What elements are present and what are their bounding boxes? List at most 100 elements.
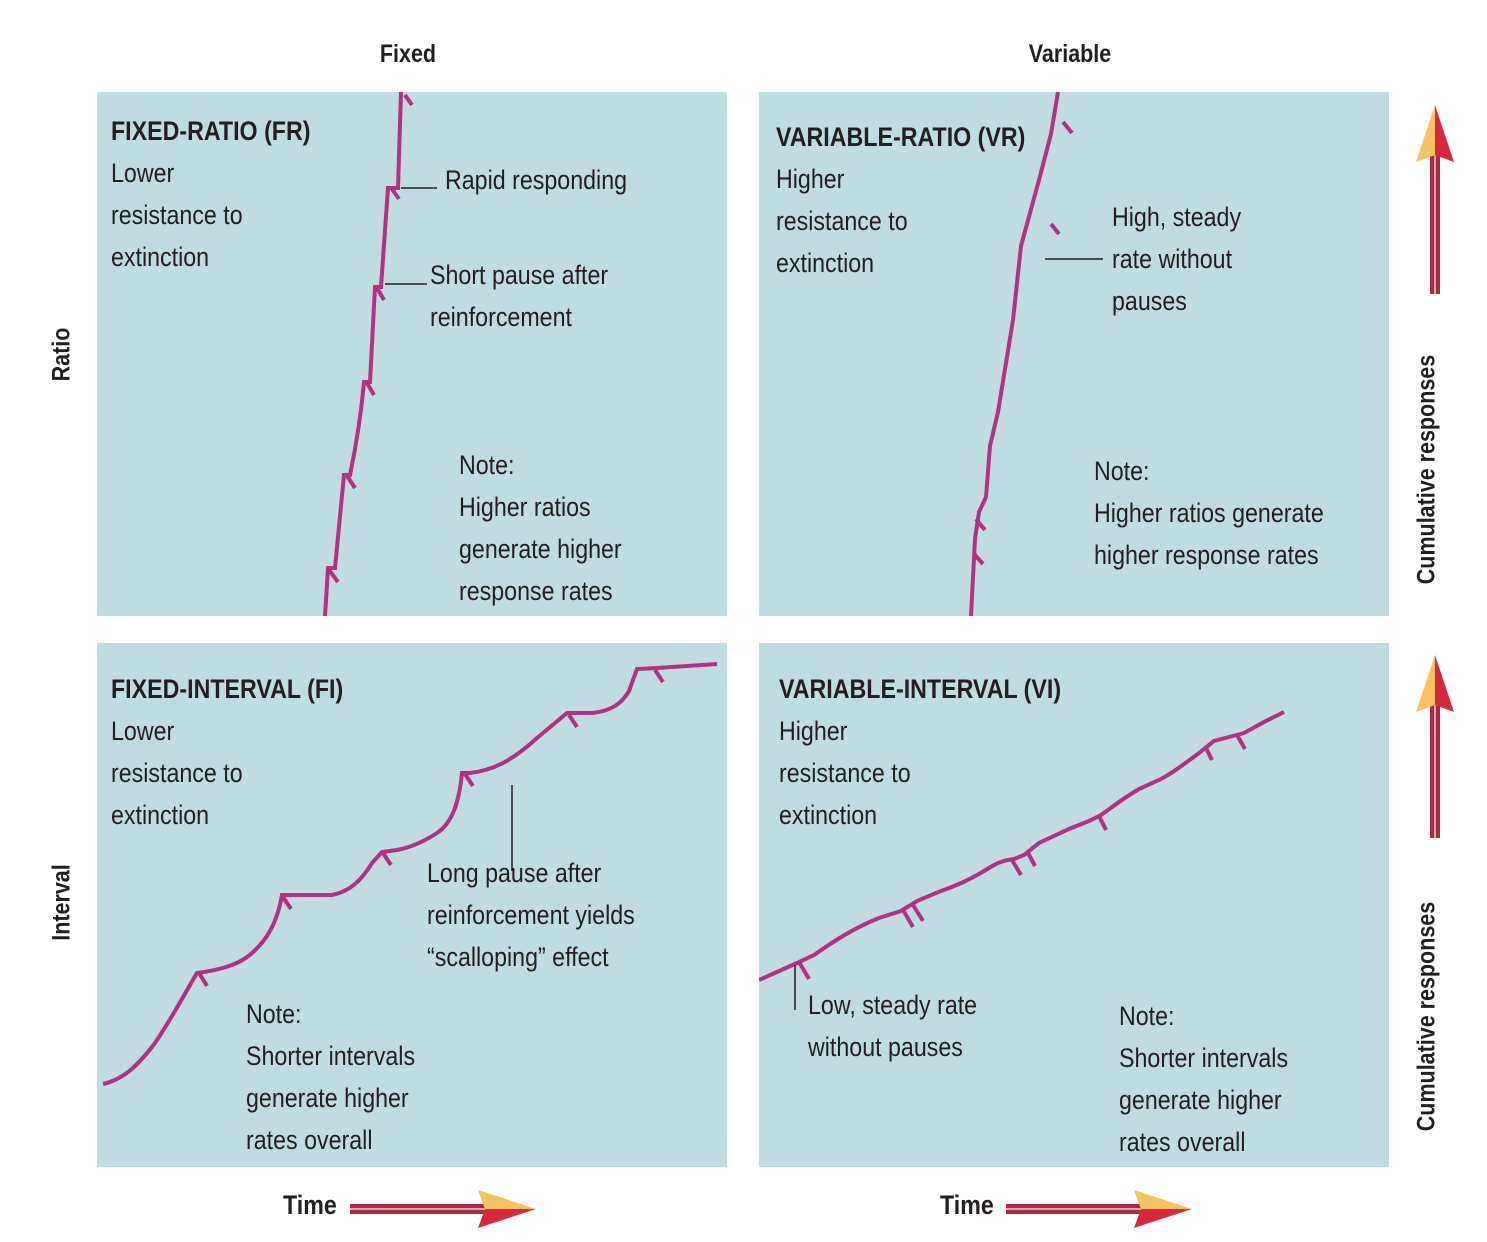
vi-cumulative-curve <box>759 710 1285 1010</box>
fi-note: Note: Shorter intervals generate higher … <box>246 993 415 1161</box>
reinforcement-mark <box>281 895 293 911</box>
vr-description-line: resistance to <box>776 206 908 236</box>
fi-description-line: Lower <box>111 716 175 746</box>
fr-reinforcement-marks <box>327 93 414 584</box>
annotation-line: Low, steady rate <box>808 990 978 1020</box>
reinforcement-mark <box>972 552 985 566</box>
row-header-interval: Interval <box>47 864 76 941</box>
panel-variable-interval: VARIABLE-INTERVAL (VI) Higher resistance… <box>759 643 1389 1167</box>
note-line: Note: <box>246 999 302 1029</box>
reinforcement-mark <box>1061 120 1074 135</box>
reinforcement-mark <box>1049 222 1061 236</box>
vr-cumulative-curve <box>969 92 1103 616</box>
fi-description-line: extinction <box>111 800 210 830</box>
note-line: Shorter intervals <box>1119 1043 1289 1073</box>
reinforcement-mark <box>1025 850 1037 867</box>
reinforcement-mark <box>327 568 340 584</box>
fr-annotation-pause: Short pause after reinforcement <box>430 254 608 338</box>
fr-annotation-rapid: Rapid responding <box>445 165 628 195</box>
note-line: Note: <box>1094 456 1150 486</box>
reinforcement-mark <box>797 960 811 981</box>
column-header-fixed: Fixed <box>379 40 437 68</box>
reinforcement-mark <box>197 971 209 988</box>
vi-description-line: Higher <box>779 716 848 746</box>
note-line: Shorter intervals <box>246 1041 416 1071</box>
vi-title: VARIABLE-INTERVAL (VI) <box>779 674 1062 704</box>
reinforcement-mark <box>653 668 665 684</box>
vi-response-line <box>759 710 1285 982</box>
note-line: generate higher <box>459 534 622 564</box>
annotation-line: Long pause after <box>427 858 602 888</box>
panel-fixed-interval: FIXED-INTERVAL (FI) Lower resistance to … <box>97 643 727 1167</box>
fi-cumulative-curve <box>102 662 718 1086</box>
reinforcement-mark <box>1010 858 1023 877</box>
reinforcement-mark <box>911 903 925 923</box>
fr-response-line <box>323 92 403 616</box>
note-line: rates overall <box>246 1125 373 1155</box>
x-axis-arrow-icon-right <box>1006 1190 1192 1228</box>
annotation-line: reinforcement <box>430 302 572 332</box>
fi-annotation: Long pause after reinforcement yields “s… <box>427 852 635 978</box>
vr-note: Note: Higher ratios generate higher resp… <box>1094 450 1324 576</box>
x-axis-label-left: Time <box>283 1190 337 1220</box>
vr-title: VARIABLE-RATIO (VR) <box>776 122 1026 152</box>
annotation-line: pauses <box>1112 286 1187 316</box>
fi-title: FIXED-INTERVAL (FI) <box>111 674 344 704</box>
reinforcement-mark <box>901 908 915 929</box>
y-axis-arrow-icon-top <box>1416 105 1454 294</box>
vr-description-line: Higher <box>776 164 845 194</box>
note-line: Note: <box>1119 1001 1175 1031</box>
fi-description-line: resistance to <box>111 758 243 788</box>
annotation-line: without pauses <box>808 1032 963 1062</box>
note-line: generate higher <box>246 1083 409 1113</box>
reinforcement-mark <box>1235 734 1247 750</box>
note-line: Higher ratios <box>459 492 591 522</box>
y-axis-arrow-icon-bottom <box>1416 655 1454 838</box>
reinforcement-mark <box>345 474 357 490</box>
vr-reinforcement-marks <box>972 120 1074 566</box>
fi-response-line <box>102 662 718 1086</box>
annotation-line: “scalloping” effect <box>427 942 609 972</box>
vi-reinforcement-marks <box>797 734 1247 981</box>
fi-reinforcement-marks <box>197 668 665 988</box>
note-line: rates overall <box>1119 1127 1246 1157</box>
reinforcement-mark <box>567 713 579 729</box>
reinforcement-mark <box>463 772 475 788</box>
reinforcement-mark <box>365 381 376 397</box>
vi-note: Note: Shorter intervals generate higher … <box>1119 995 1288 1163</box>
annotation-line: rate without <box>1112 244 1233 274</box>
column-header-variable: Variable <box>1028 40 1112 68</box>
note-line: Higher ratios generate <box>1094 498 1324 528</box>
annotation-line: Short pause after <box>430 260 609 290</box>
vr-annotation: High, steady rate without pauses <box>1112 196 1241 322</box>
reinforcement-mark <box>381 851 393 867</box>
reinforcement-mark <box>1097 815 1108 831</box>
y-axis-label-bottom: Cumulative responses <box>1412 901 1441 1132</box>
note-line: generate higher <box>1119 1085 1282 1115</box>
vr-description-line: extinction <box>776 248 875 278</box>
fr-cumulative-curve <box>323 92 437 616</box>
annotation-line: reinforcement yields <box>427 900 635 930</box>
fr-note: Note: Higher ratios generate higher resp… <box>459 444 622 612</box>
y-axis-label-top: Cumulative responses <box>1412 354 1441 585</box>
reinforcement-mark <box>1203 745 1214 761</box>
fr-title: FIXED-RATIO (FR) <box>111 116 311 146</box>
annotation-line: High, steady <box>1112 202 1242 232</box>
reinforcement-mark <box>403 93 414 107</box>
fr-description-line: resistance to <box>111 200 243 230</box>
panel-fixed-ratio: FIXED-RATIO (FR) Lower resistance to ext… <box>97 92 727 616</box>
x-axis-label-right: Time <box>940 1190 994 1220</box>
note-line: Note: <box>459 450 515 480</box>
fr-description-line: Lower <box>111 158 175 188</box>
note-line: response rates <box>459 576 613 606</box>
note-line: higher response rates <box>1094 540 1319 570</box>
panel-variable-ratio: VARIABLE-RATIO (VR) Higher resistance to… <box>759 92 1389 616</box>
reinforcement-mark <box>974 517 987 532</box>
vi-description-line: resistance to <box>779 758 911 788</box>
vi-annotation: Low, steady rate without pauses <box>808 984 977 1068</box>
reinforcement-mark <box>375 286 386 302</box>
vi-description-line: extinction <box>779 800 878 830</box>
x-axis-arrow-icon-left <box>350 1190 536 1228</box>
fr-description-line: extinction <box>111 242 210 272</box>
reinforcement-mark <box>390 187 401 201</box>
